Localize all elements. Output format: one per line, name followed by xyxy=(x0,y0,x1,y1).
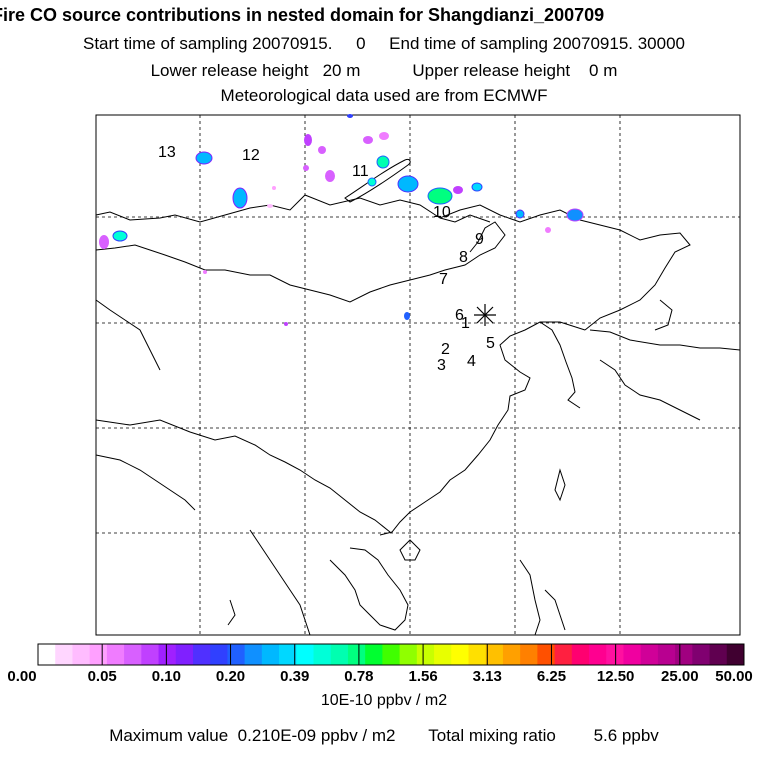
legend-unit: 10E-10 ppbv / m2 xyxy=(320,692,448,709)
legend-color-swatch xyxy=(141,644,160,665)
legend-tick-label: 0.10 xyxy=(151,668,181,685)
legend-color-swatch xyxy=(520,644,538,665)
legend-tick-label: 0.39 xyxy=(280,668,310,685)
legend-color-swatch xyxy=(158,644,177,665)
legend-color-swatch xyxy=(675,644,693,665)
legend-color-swatch xyxy=(279,644,297,665)
legend-color-swatch xyxy=(244,644,263,665)
receptor-site-marker xyxy=(474,304,496,326)
legend-tick-label: 12.50 xyxy=(596,668,635,685)
legend-tick-label: 1.56 xyxy=(408,668,438,685)
legend-color-swatch xyxy=(451,644,469,665)
legend-color-swatch xyxy=(554,644,573,665)
map-frame xyxy=(95,114,741,636)
legend-color-swatch xyxy=(382,644,401,665)
legend-color-swatch xyxy=(55,644,73,665)
meteorological-data-line: Meteorological data used are from ECMWF xyxy=(220,86,548,105)
legend-color-swatch xyxy=(210,644,228,665)
region-label-6: 6 xyxy=(455,307,464,324)
region-label-8: 8 xyxy=(459,249,468,266)
legend-tick-label: 25.00 xyxy=(661,668,699,685)
legend-color-swatch xyxy=(589,644,607,665)
region-label-5: 5 xyxy=(486,335,495,352)
region-label-9: 9 xyxy=(475,231,484,248)
legend-tick-label: 0.05 xyxy=(87,668,117,685)
legend-color-swatch xyxy=(571,644,590,665)
legend-color-swatch xyxy=(89,644,108,665)
region-label-3: 3 xyxy=(437,357,446,374)
legend-color-swatch xyxy=(399,644,418,665)
legend-color-swatch xyxy=(72,644,91,665)
legend-color-swatch xyxy=(227,644,246,665)
legend-color-swatch xyxy=(657,644,676,665)
legend-color-swatch xyxy=(175,644,194,665)
legend-color-swatch xyxy=(416,644,435,665)
legend-color-swatch xyxy=(347,644,366,665)
legend-tick-label: 6.25 xyxy=(536,668,567,685)
map-title: Fire CO source contributions in nested d… xyxy=(0,5,605,25)
legend-tick-label: 0.20 xyxy=(215,668,246,685)
legend-color-swatch xyxy=(38,644,56,665)
legend-color-swatch xyxy=(261,644,280,665)
legend-color-swatch xyxy=(606,644,624,665)
legend-color-swatch xyxy=(537,644,556,665)
footer-summary: Maximum value 0.210E-09 ppbv / m2 Total … xyxy=(109,726,659,745)
legend-color-swatch xyxy=(485,644,504,665)
legend-color-swatch xyxy=(726,644,745,665)
legend-tick-label: 0.78 xyxy=(344,668,374,685)
release-height-line: Lower release height 20 m Upper release … xyxy=(150,61,618,80)
legend-color-swatch xyxy=(365,644,383,665)
region-label-4: 4 xyxy=(467,353,476,370)
legend-color-swatch xyxy=(623,644,642,665)
region-label-2: 2 xyxy=(441,341,450,358)
legend-color-swatch xyxy=(124,644,142,665)
sampling-time-line: Start time of sampling 20070915. 0 End t… xyxy=(83,34,685,53)
region-label-10: 10 xyxy=(433,204,451,221)
legend-color-swatch xyxy=(692,644,711,665)
legend-color-swatch xyxy=(502,644,521,665)
region-label-11: 11 xyxy=(352,163,369,180)
legend-colorbar xyxy=(37,644,745,665)
region-label-1: 1 xyxy=(461,315,470,332)
boundaries xyxy=(95,159,741,636)
legend-color-swatch xyxy=(313,644,332,665)
legend-tick-label: 50.00 xyxy=(715,668,753,685)
legend-color-swatch xyxy=(709,644,728,665)
legend-frame xyxy=(37,643,745,666)
legend-color-swatch xyxy=(330,644,349,665)
legend-tick-label: 3.13 xyxy=(472,668,502,685)
legend-color-swatch xyxy=(106,644,125,665)
fire-source-blobs xyxy=(99,114,584,326)
source-region-labels: 13 12 11 10 987 615 23 4 xyxy=(158,144,495,374)
legend-tick-label: 0.00 xyxy=(7,668,37,685)
region-label-7: 7 xyxy=(439,271,448,288)
lat-lon-grid xyxy=(96,115,740,635)
legend-color-swatch xyxy=(434,644,452,665)
legend-color-swatch xyxy=(468,644,487,665)
region-label-12: 12 xyxy=(242,147,260,164)
region-label-13: 13 xyxy=(158,144,176,161)
legend-color-swatch xyxy=(640,644,659,665)
legend-color-swatch xyxy=(192,644,211,665)
legend-color-swatch xyxy=(296,644,315,665)
